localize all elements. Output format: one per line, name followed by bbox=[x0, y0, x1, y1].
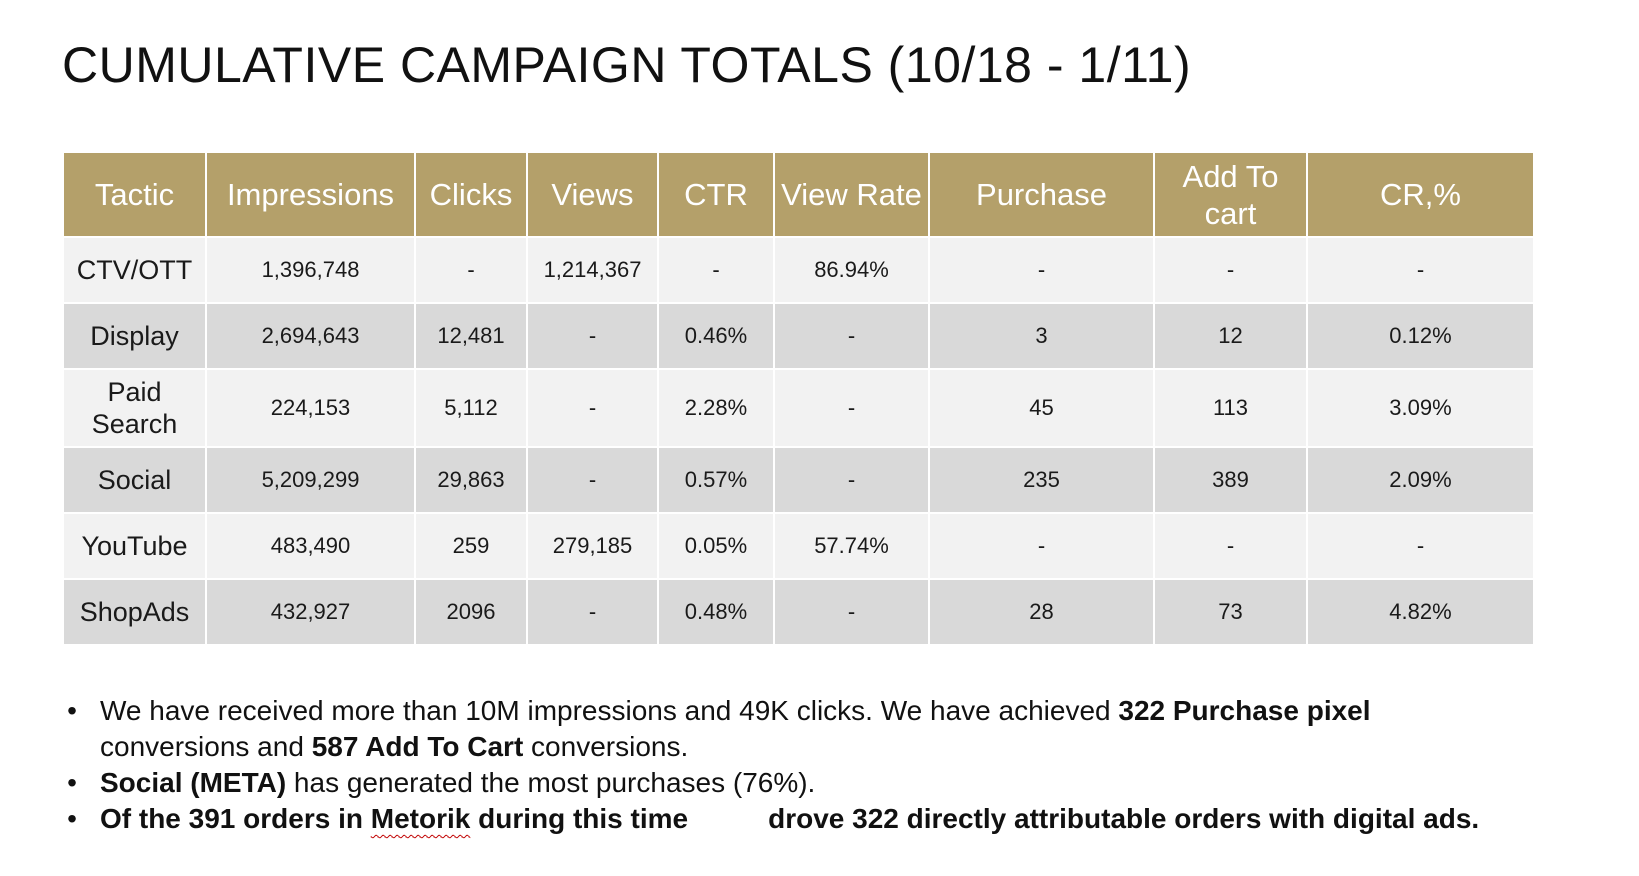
note-text: has generated the most purchases (76%). bbox=[286, 767, 816, 798]
cell-views: - bbox=[526, 368, 659, 448]
campaign-totals-table: Tactic Impressions Clicks Views CTR View… bbox=[62, 151, 1535, 646]
cell-purchase: - bbox=[928, 512, 1155, 580]
cell-view-rate: 57.74% bbox=[773, 512, 930, 580]
cell-tactic: CTV/OTT bbox=[62, 236, 207, 304]
bullet: • bbox=[67, 695, 77, 726]
spellcheck-word: Metorik bbox=[370, 803, 471, 834]
cell-impressions: 224,153 bbox=[205, 368, 416, 448]
cell-tactic: YouTube bbox=[62, 512, 207, 580]
cell-ctr: 0.48% bbox=[657, 578, 775, 646]
cell-tactic: Social bbox=[62, 446, 207, 514]
note-highlight: Of the 391 orders in bbox=[100, 803, 371, 834]
cell-add-to-cart: 73 bbox=[1153, 578, 1308, 646]
summary-notes: • We have received more than 10M impress… bbox=[62, 693, 1582, 837]
cell-add-to-cart: - bbox=[1153, 236, 1308, 304]
note-highlight: 322 Purchase pixel bbox=[1118, 695, 1371, 726]
table-row: CTV/OTT 1,396,748 - 1,214,367 - 86.94% -… bbox=[62, 236, 1535, 304]
note-highlight: Social (META) bbox=[100, 767, 287, 798]
note-social-purchases: • Social (META) has generated the most p… bbox=[62, 765, 1582, 801]
bullet: • bbox=[67, 767, 77, 798]
cell-views: - bbox=[526, 446, 659, 514]
note-highlight: drove 322 directly attributable orders w… bbox=[768, 803, 1480, 834]
cell-add-to-cart: - bbox=[1153, 512, 1308, 580]
note-text: conversions. bbox=[523, 731, 689, 762]
cell-views: 1,214,367 bbox=[526, 236, 659, 304]
bullet: • bbox=[67, 803, 77, 834]
cell-ctr: 0.46% bbox=[657, 302, 775, 370]
note-impressions-clicks: • We have received more than 10M impress… bbox=[62, 693, 1582, 765]
cell-clicks: - bbox=[414, 236, 528, 304]
cell-purchase: 3 bbox=[928, 302, 1155, 370]
header-clicks: Clicks bbox=[414, 151, 528, 238]
note-highlight: during this time bbox=[470, 803, 689, 834]
cell-ctr: 0.57% bbox=[657, 446, 775, 514]
note-orders-attribution: • Of the 391 orders in Metorik during th… bbox=[62, 801, 1582, 837]
cell-tactic: ShopAds bbox=[62, 578, 207, 646]
cell-view-rate: - bbox=[773, 578, 930, 646]
cell-purchase: - bbox=[928, 236, 1155, 304]
header-view-rate: View Rate bbox=[773, 151, 930, 238]
cell-clicks: 2096 bbox=[414, 578, 528, 646]
header-add-to-cart: Add To cart bbox=[1153, 151, 1308, 238]
cell-clicks: 5,112 bbox=[414, 368, 528, 448]
table-row: Display 2,694,643 12,481 - 0.46% - 3 12 … bbox=[62, 302, 1535, 370]
cell-ctr: 2.28% bbox=[657, 368, 775, 448]
cell-tactic: Display bbox=[62, 302, 207, 370]
table-row: Paid Search 224,153 5,112 - 2.28% - 45 1… bbox=[62, 368, 1535, 448]
cell-view-rate: 86.94% bbox=[773, 236, 930, 304]
header-impressions: Impressions bbox=[205, 151, 416, 238]
table-header-row: Tactic Impressions Clicks Views CTR View… bbox=[62, 151, 1535, 238]
header-ctr: CTR bbox=[657, 151, 775, 238]
cell-ctr: 0.05% bbox=[657, 512, 775, 580]
note-text: conversions and bbox=[100, 731, 312, 762]
cell-impressions: 2,694,643 bbox=[205, 302, 416, 370]
cell-tactic: Paid Search bbox=[62, 368, 207, 448]
cell-impressions: 1,396,748 bbox=[205, 236, 416, 304]
cell-cr: 2.09% bbox=[1306, 446, 1535, 514]
cell-cr: 3.09% bbox=[1306, 368, 1535, 448]
cell-clicks: 29,863 bbox=[414, 446, 528, 514]
cell-views: - bbox=[526, 578, 659, 646]
cell-views: - bbox=[526, 302, 659, 370]
cell-add-to-cart: 113 bbox=[1153, 368, 1308, 448]
cell-cr: 4.82% bbox=[1306, 578, 1535, 646]
cell-view-rate: - bbox=[773, 446, 930, 514]
cell-impressions: 483,490 bbox=[205, 512, 416, 580]
cell-view-rate: - bbox=[773, 302, 930, 370]
cell-purchase: 235 bbox=[928, 446, 1155, 514]
cell-view-rate: - bbox=[773, 368, 930, 448]
header-tactic: Tactic bbox=[62, 151, 207, 238]
header-cr: CR,% bbox=[1306, 151, 1535, 238]
cell-add-to-cart: 12 bbox=[1153, 302, 1308, 370]
cell-impressions: 432,927 bbox=[205, 578, 416, 646]
cell-clicks: 12,481 bbox=[414, 302, 528, 370]
cell-clicks: 259 bbox=[414, 512, 528, 580]
header-purchase: Purchase bbox=[928, 151, 1155, 238]
cell-purchase: 45 bbox=[928, 368, 1155, 448]
table-row: Social 5,209,299 29,863 - 0.57% - 235 38… bbox=[62, 446, 1535, 514]
cell-impressions: 5,209,299 bbox=[205, 446, 416, 514]
table-row: YouTube 483,490 259 279,185 0.05% 57.74%… bbox=[62, 512, 1535, 580]
cell-cr: - bbox=[1306, 512, 1535, 580]
cell-ctr: - bbox=[657, 236, 775, 304]
cell-add-to-cart: 389 bbox=[1153, 446, 1308, 514]
note-text: We have received more than 10M impressio… bbox=[100, 695, 1119, 726]
note-highlight: 587 Add To Cart bbox=[311, 731, 524, 762]
table-row: ShopAds 432,927 2096 - 0.48% - 28 73 4.8… bbox=[62, 578, 1535, 646]
cell-cr: 0.12% bbox=[1306, 302, 1535, 370]
cell-purchase: 28 bbox=[928, 578, 1155, 646]
header-views: Views bbox=[526, 151, 659, 238]
cell-views: 279,185 bbox=[526, 512, 659, 580]
page-title: CUMULATIVE CAMPAIGN TOTALS (10/18 - 1/11… bbox=[62, 37, 1192, 93]
cell-cr: - bbox=[1306, 236, 1535, 304]
